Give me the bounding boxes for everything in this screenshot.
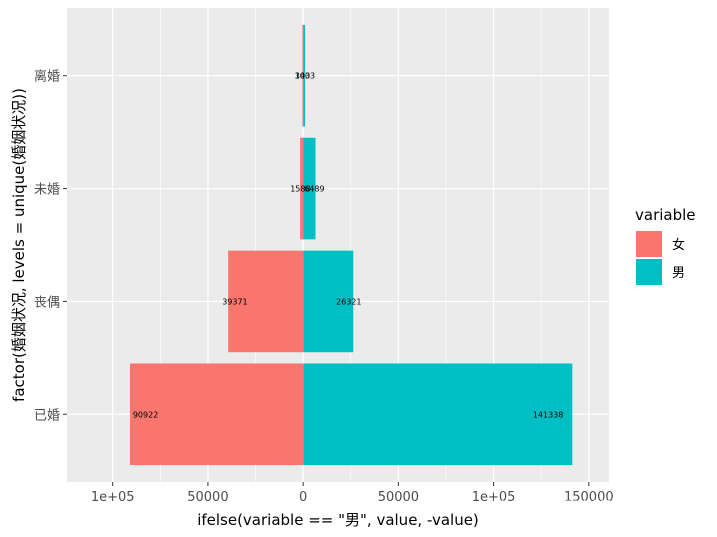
y-tick-label: 丧偶 bbox=[34, 295, 60, 310]
x-tick-label: 1e+05 bbox=[472, 490, 516, 505]
bar-male bbox=[303, 363, 573, 466]
data-label-female: 90922 bbox=[133, 410, 158, 419]
x-tick-label: 0 bbox=[299, 490, 307, 505]
bar-female bbox=[302, 24, 304, 127]
data-label-female: 39371 bbox=[222, 297, 247, 306]
legend: variable 女男 bbox=[635, 206, 696, 285]
legend-title: variable bbox=[635, 206, 696, 224]
bar-male bbox=[303, 24, 306, 127]
bars-group bbox=[129, 24, 573, 466]
y-tick-label: 未婚 bbox=[34, 183, 60, 198]
bar-male bbox=[303, 250, 354, 353]
data-label-male: 6489 bbox=[304, 185, 324, 194]
legend-key bbox=[636, 259, 662, 285]
x-tick-label: 50000 bbox=[378, 490, 419, 505]
x-axis: 1e+05 50000 0 50000 1e+05 150000 bbox=[91, 482, 614, 505]
bar-female bbox=[300, 137, 304, 240]
data-label-male: 1003 bbox=[295, 72, 315, 81]
data-label-male: 26321 bbox=[336, 297, 361, 306]
y-axis-title: factor(婚姻状况, levels = unique(婚姻状况)) bbox=[10, 88, 28, 402]
x-tick-label: 1e+05 bbox=[91, 490, 135, 505]
data-label-female: 343 bbox=[295, 72, 310, 81]
x-tick-label: 50000 bbox=[187, 490, 228, 505]
bar-male bbox=[303, 137, 316, 240]
legend-label: 女 bbox=[672, 237, 685, 253]
legend-key bbox=[636, 231, 662, 257]
bar-female bbox=[228, 250, 304, 353]
bar-female bbox=[129, 363, 304, 466]
legend-label: 男 bbox=[672, 266, 685, 281]
data-label-male: 141338 bbox=[533, 410, 564, 419]
data-label-female: 1588 bbox=[290, 185, 310, 194]
y-tick-label: 离婚 bbox=[34, 69, 60, 85]
x-axis-title: ifelse(variable == "男", value, -value) bbox=[197, 511, 479, 529]
y-tick-label: 已婚 bbox=[34, 408, 60, 423]
watermark-text: 公众号 · 医学统计数据分析 bbox=[497, 499, 700, 519]
x-tick-label: 150000 bbox=[564, 490, 614, 505]
